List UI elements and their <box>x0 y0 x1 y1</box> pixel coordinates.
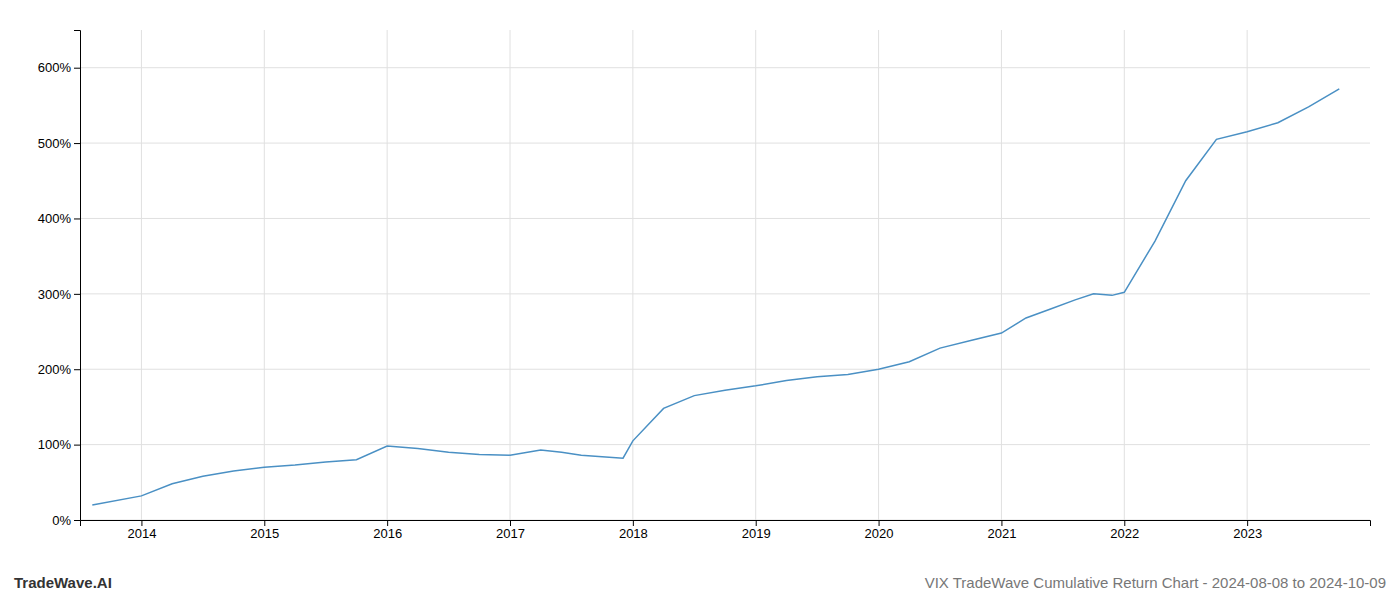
x-tick-mark <box>633 520 634 526</box>
x-tick-label: 2015 <box>250 526 279 541</box>
x-tick-mark <box>510 520 511 526</box>
title: VIX TradeWave Cumulative Return Chart - … <box>925 574 1386 591</box>
x-tick: 2023 <box>1233 520 1262 541</box>
y-axis-line <box>74 31 81 521</box>
x-tick: 2020 <box>865 520 894 541</box>
watermark: TradeWave.AI <box>14 574 112 591</box>
grid-line-x <box>1124 30 1125 520</box>
grid-line-y <box>80 369 1370 370</box>
grid <box>80 30 1370 520</box>
x-tick: 2019 <box>742 520 771 541</box>
x-axis-line <box>81 521 1371 527</box>
x-tick-mark <box>1124 520 1125 526</box>
grid-line-y <box>80 218 1370 219</box>
y-tick-label: 0% <box>52 513 71 528</box>
x-tick-mark <box>1001 520 1002 526</box>
y-tick-mark <box>74 369 80 370</box>
y-tick: 300% <box>38 287 80 302</box>
x-tick-mark <box>387 520 388 526</box>
y-tick-label: 200% <box>38 362 72 377</box>
x-tick: 2016 <box>373 520 402 541</box>
y-tick-label: 300% <box>38 287 72 302</box>
y-tick: 100% <box>38 437 80 452</box>
y-tick: 500% <box>38 136 80 151</box>
x-tick-label: 2019 <box>742 526 771 541</box>
y-tick-mark <box>74 445 80 446</box>
grid-line-x <box>878 30 879 520</box>
x-tick-label: 2016 <box>373 526 402 541</box>
grid-line-x <box>264 30 265 520</box>
grid-line-x <box>141 30 142 520</box>
grid-line-x <box>755 30 756 520</box>
grid-line-y <box>80 143 1370 144</box>
y-tick-mark <box>74 218 80 219</box>
x-axis: 2014 2015 2016 2017 2018 2019 2020 2021 2022 2023 <box>81 520 1371 541</box>
chart: 2014 2015 2016 2017 2018 2019 2020 2021 2022 2023… <box>0 0 1400 600</box>
x-tick: 2014 <box>127 520 156 541</box>
x-tick-label: 2021 <box>987 526 1016 541</box>
x-tick-label: 2023 <box>1233 526 1262 541</box>
grid-line-x <box>632 30 633 520</box>
y-tick-mark <box>74 294 80 295</box>
grid-line-x <box>1001 30 1002 520</box>
y-tick: 200% <box>38 362 80 377</box>
y-tick-label: 400% <box>38 211 72 226</box>
grid-line-x <box>1247 30 1248 520</box>
x-tick-mark <box>141 520 142 526</box>
x-tick-mark <box>879 520 880 526</box>
x-tick: 2017 <box>496 520 525 541</box>
y-tick: 0% <box>52 513 80 528</box>
x-tick-mark <box>264 520 265 526</box>
grid-line-y <box>80 67 1370 68</box>
x-tick: 2022 <box>1110 520 1139 541</box>
y-axis: 0% 100% 200% 300% 400% 500% 600% <box>38 31 81 528</box>
y-tick-mark <box>74 143 80 144</box>
x-tick-label: 2020 <box>865 526 894 541</box>
x-tick-mark <box>1247 520 1248 526</box>
y-tick-label: 100% <box>38 437 72 452</box>
y-tick: 400% <box>38 211 80 226</box>
y-tick: 600% <box>38 60 80 75</box>
x-tick-label: 2017 <box>496 526 525 541</box>
x-tick: 2015 <box>250 520 279 541</box>
x-tick: 2021 <box>987 520 1016 541</box>
marks <box>92 89 1339 505</box>
x-tick-label: 2022 <box>1110 526 1139 541</box>
y-tick-label: 500% <box>38 136 72 151</box>
x-tick-mark <box>756 520 757 526</box>
x-tick: 2018 <box>619 520 648 541</box>
x-tick-label: 2018 <box>619 526 648 541</box>
y-tick-label: 600% <box>38 60 72 75</box>
x-tick-label: 2014 <box>127 526 156 541</box>
plot-area: 2014 2015 2016 2017 2018 2019 2020 2021 2022 2023… <box>38 30 1371 541</box>
line <box>92 89 1339 505</box>
grid-line-y <box>80 444 1370 445</box>
grid-line-y <box>80 293 1370 294</box>
y-tick-mark <box>74 520 80 521</box>
grid-line-x <box>510 30 511 520</box>
y-tick-mark <box>74 68 80 69</box>
